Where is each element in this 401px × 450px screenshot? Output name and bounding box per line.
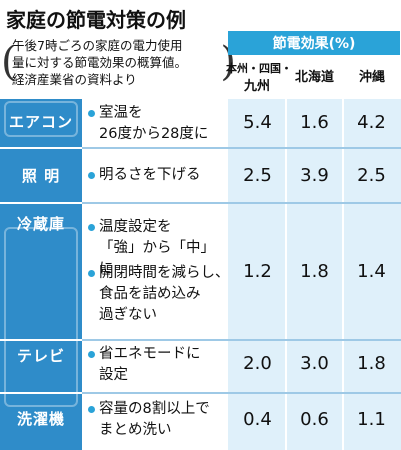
value-fridge-honshu: 1.2 <box>243 261 272 282</box>
category-fridge: 冷蔵庫 <box>16 215 65 233</box>
values-area <box>228 99 401 450</box>
region-honshu-header: 本州・四国・ 九州 <box>226 60 292 96</box>
row-aircon-desc: 室温を 26度から28度に <box>88 103 228 145</box>
desc-line: 容量の8割以上で <box>99 401 210 417</box>
description-column <box>82 99 228 450</box>
row-lighting-desc: 明るさを下げる <box>88 165 228 186</box>
value-tv-okinawa: 1.8 <box>357 353 386 374</box>
column-divider <box>342 99 344 450</box>
energy-table: エアコン 照 明 冷蔵庫 テレビ 洗濯機 室温を 26度から28度に 5.4 1… <box>0 99 401 450</box>
region-honshu-line2: 九州 <box>243 79 270 94</box>
category-washer: 洗濯機 <box>16 410 65 428</box>
row-divider <box>82 392 401 394</box>
bullet-icon <box>88 172 95 179</box>
category-divider <box>0 392 82 394</box>
bullet-icon <box>88 110 95 117</box>
row-divider <box>82 339 401 341</box>
row-tv-desc: 省エネモードに 設定 <box>88 344 228 386</box>
note-line-2: 量に対する節電効果の概算値。 <box>12 55 188 70</box>
fridge-illustration <box>4 227 78 407</box>
value-fridge-okinawa: 1.4 <box>357 261 386 282</box>
value-aircon-hokkaido: 1.6 <box>300 112 329 133</box>
region-okinawa-header: 沖縄 <box>358 70 385 85</box>
aircon-illustration <box>4 101 78 137</box>
value-lighting-hokkaido: 3.9 <box>300 165 329 186</box>
desc-line: 「強」から「中」に <box>99 240 215 277</box>
value-washer-hokkaido: 0.6 <box>300 409 329 430</box>
value-aircon-okinawa: 4.2 <box>357 112 386 133</box>
effect-header: 節電効果(%) <box>228 31 400 55</box>
note-line-1: 午後7時ごろの家庭の電力使用 <box>12 38 183 53</box>
desc-line: 明るさを下げる <box>99 167 201 183</box>
category-lighting: 照 明 <box>21 167 61 185</box>
desc-line: 26度から28度に <box>99 126 209 142</box>
region-hokkaido-header: 北海道 <box>294 70 334 85</box>
note-line-3: 経済産業省の資料より <box>12 72 137 87</box>
bullet-icon <box>88 406 95 413</box>
value-tv-hokkaido: 3.0 <box>300 353 329 374</box>
desc-line: 省エネモードに <box>99 346 201 362</box>
bullet-icon <box>88 224 95 231</box>
value-washer-honshu: 0.4 <box>243 409 272 430</box>
row-fridge-desc-1: 温度設定を 「強」から「中」に <box>88 217 228 280</box>
open-paren-glyph: ( <box>1 39 17 85</box>
value-fridge-hokkaido: 1.8 <box>300 261 329 282</box>
value-washer-okinawa: 1.1 <box>357 409 386 430</box>
page-title: 家庭の節電対策の例 <box>6 8 186 32</box>
row-divider <box>82 202 401 204</box>
row-fridge-desc-2: 開閉時間を減らし、 食品を詰め込み 過ぎない <box>88 263 230 326</box>
desc-line: 開閉時間を減らし、 <box>99 265 230 281</box>
desc-line: 温度設定を <box>99 219 172 235</box>
source-note: ( 午後7時ごろの家庭の電力使用 量に対する節電効果の概算値。 経済産業省の資料… <box>1 37 236 88</box>
value-lighting-honshu: 2.5 <box>243 165 272 186</box>
column-divider <box>285 99 287 450</box>
desc-line: まとめ洗い <box>99 422 172 438</box>
desc-line: 過ぎない <box>99 307 157 323</box>
category-divider <box>0 339 82 341</box>
category-divider <box>0 202 82 204</box>
category-tv: テレビ <box>16 347 65 365</box>
category-divider <box>0 147 82 149</box>
bullet-icon <box>88 351 95 358</box>
category-column: エアコン 照 明 冷蔵庫 テレビ 洗濯機 <box>0 99 82 450</box>
value-lighting-okinawa: 2.5 <box>357 165 386 186</box>
value-tv-honshu: 2.0 <box>243 353 272 374</box>
desc-line: 室温を <box>99 105 143 121</box>
row-divider <box>82 147 401 149</box>
row-washer-desc: 容量の8割以上で まとめ洗い <box>88 399 228 441</box>
value-aircon-honshu: 5.4 <box>243 112 272 133</box>
desc-line: 食品を詰め込み <box>99 286 201 302</box>
category-aircon: エアコン <box>8 113 73 131</box>
region-honshu-line1: 本州・四国・ <box>226 62 292 75</box>
bullet-icon <box>88 270 95 277</box>
desc-line: 設定 <box>99 367 128 383</box>
